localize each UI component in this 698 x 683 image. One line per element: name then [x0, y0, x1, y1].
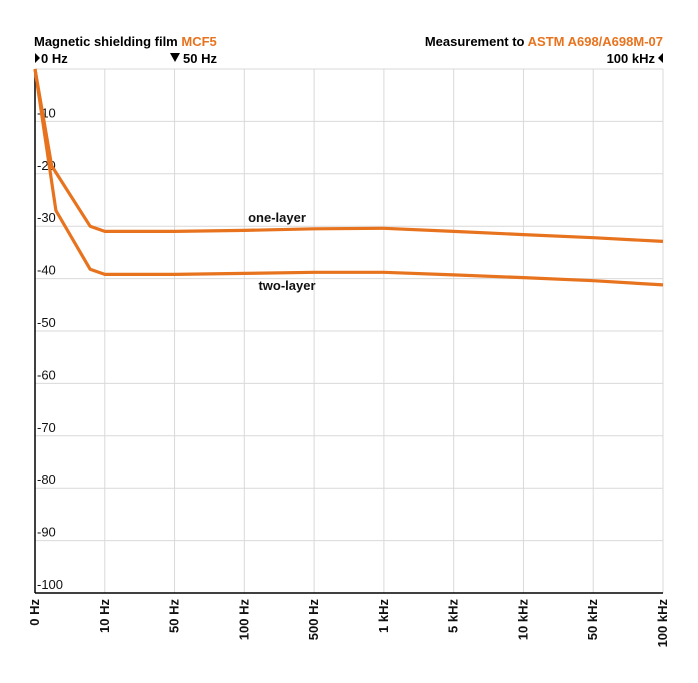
x-tick-label: 0 Hz — [27, 599, 42, 626]
x-tick-label: 10 kHz — [515, 599, 530, 641]
y-tick-label: -40 — [37, 263, 56, 278]
y-tick-label: -90 — [37, 525, 56, 540]
start-marker-label: 0 Hz — [41, 51, 68, 66]
y-tick-label: -70 — [37, 420, 56, 435]
x-tick-label: 100 kHz — [655, 599, 670, 648]
x-tick-label: 1 kHz — [376, 599, 391, 633]
y-tick-label: -50 — [37, 315, 56, 330]
end-marker-icon — [658, 53, 663, 63]
y-tick-label: -100 — [37, 577, 63, 592]
end-marker-label: 100 kHz — [607, 51, 656, 66]
x-tick-label: 50 kHz — [585, 599, 600, 641]
x-tick-labels: 0 Hz 10 Hz 50 Hz 100 Hz 500 Hz 1 kHz 5 kHz 10 k… — [27, 599, 670, 648]
x-tick-label: 50 Hz — [167, 599, 182, 633]
y-tick-label: -60 — [37, 367, 56, 382]
y-tick-label: -80 — [37, 472, 56, 487]
annotation-one-layer: one-layer — [248, 210, 306, 225]
x-tick-label: 10 Hz — [97, 599, 112, 633]
x-tick-label: 100 Hz — [236, 599, 251, 641]
gridlines — [34, 68, 664, 594]
chart-title: Magnetic shielding film MCF5 — [34, 34, 217, 49]
series-lines — [33, 68, 664, 287]
annotation-two-layer: two-layer — [258, 278, 315, 293]
x-tick-label: 5 kHz — [446, 599, 461, 633]
series-line-two-layer — [33, 68, 664, 287]
series-line-one-layer — [33, 68, 664, 243]
measurement-standard: Measurement to ASTM A698/A698M-07 — [425, 34, 663, 49]
x-tick-label: 500 Hz — [306, 599, 321, 641]
start-marker-icon — [35, 53, 40, 63]
mid-marker-icon — [170, 53, 180, 62]
axes — [34, 69, 663, 594]
y-tick-label: -30 — [37, 210, 56, 225]
mid-marker-label: 50 Hz — [183, 51, 217, 66]
